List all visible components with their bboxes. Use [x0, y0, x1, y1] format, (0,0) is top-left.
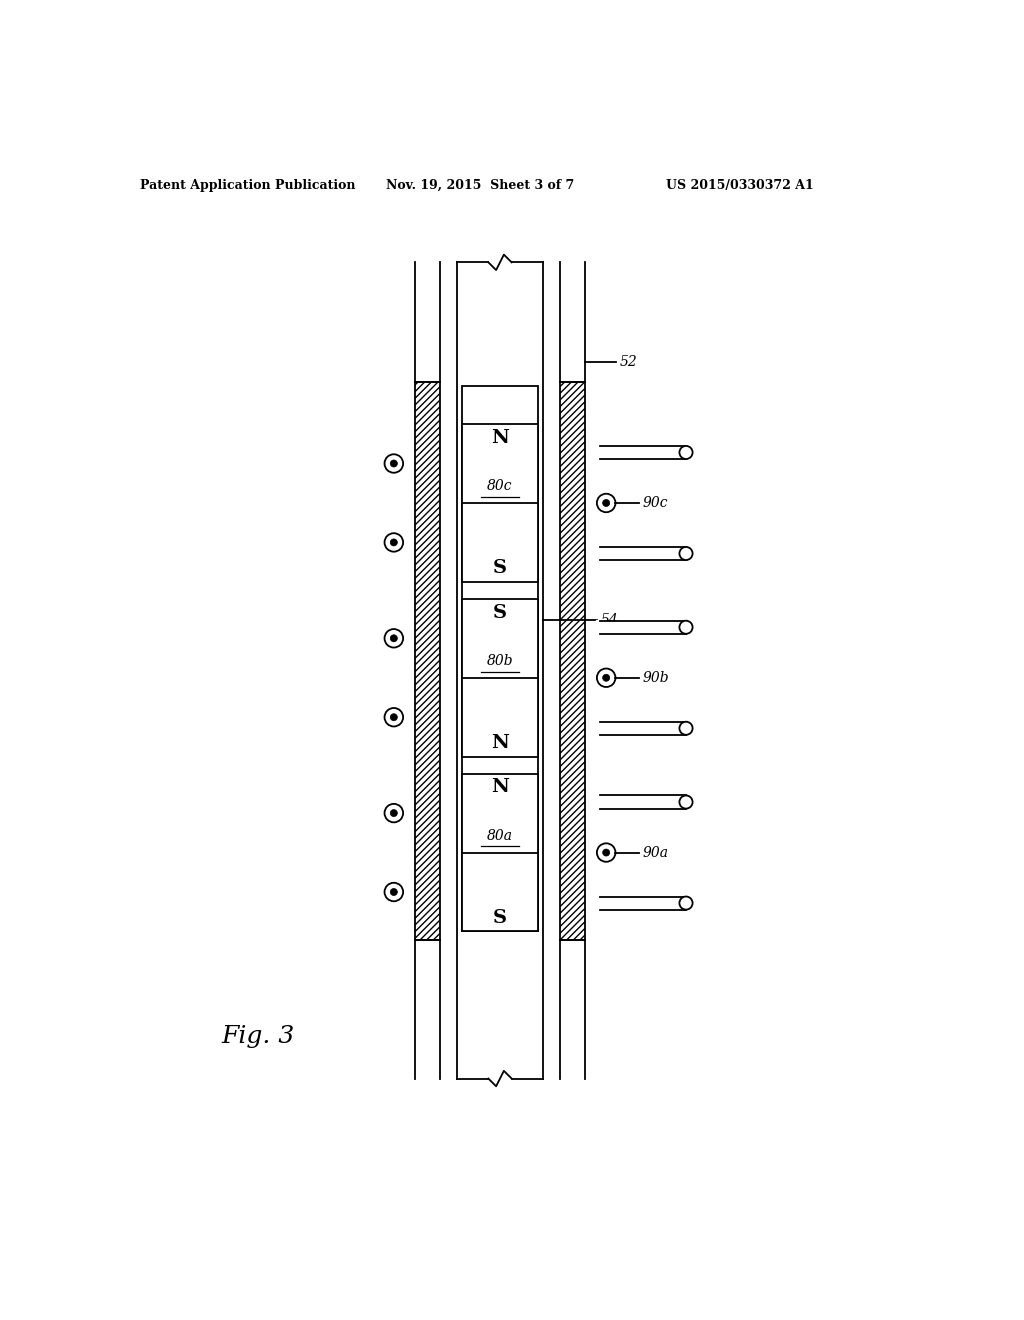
Text: 90b: 90b [643, 671, 670, 685]
Text: Nov. 19, 2015  Sheet 3 of 7: Nov. 19, 2015 Sheet 3 of 7 [386, 178, 574, 191]
Circle shape [597, 494, 615, 512]
Bar [462, 599, 538, 756]
Circle shape [390, 635, 397, 642]
Circle shape [679, 546, 692, 560]
Circle shape [597, 843, 615, 862]
Circle shape [679, 796, 692, 809]
Text: S: S [493, 908, 507, 927]
Text: 52: 52 [621, 355, 638, 370]
Text: Fig. 3: Fig. 3 [221, 1024, 294, 1048]
Circle shape [679, 620, 692, 634]
Text: 80a: 80a [487, 829, 513, 842]
Circle shape [385, 533, 403, 552]
Bar [560, 381, 586, 940]
Bar [560, 381, 586, 940]
Bar [462, 385, 538, 932]
Text: Patent Application Publication: Patent Application Publication [140, 178, 356, 191]
Text: S: S [493, 603, 507, 622]
Bar [597, 446, 686, 459]
Text: 80c: 80c [487, 479, 513, 494]
Circle shape [603, 675, 609, 681]
Text: 54: 54 [601, 614, 618, 627]
Circle shape [385, 804, 403, 822]
Text: N: N [492, 429, 509, 447]
Bar [597, 796, 686, 809]
Circle shape [390, 459, 397, 467]
Circle shape [390, 714, 397, 721]
Circle shape [390, 809, 397, 817]
Bar [415, 381, 439, 940]
Circle shape [385, 883, 403, 902]
Circle shape [679, 722, 692, 735]
Text: N: N [492, 734, 509, 752]
Bar [415, 381, 439, 940]
Circle shape [385, 630, 403, 648]
Bar [597, 722, 686, 735]
Text: S: S [493, 560, 507, 577]
Circle shape [385, 454, 403, 473]
Circle shape [390, 888, 397, 895]
Text: US 2015/0330372 A1: US 2015/0330372 A1 [667, 178, 814, 191]
Circle shape [679, 896, 692, 909]
Circle shape [597, 668, 615, 686]
Text: N: N [492, 779, 509, 796]
Text: 90a: 90a [643, 846, 669, 859]
Text: 80b: 80b [486, 653, 513, 668]
Circle shape [385, 708, 403, 726]
Bar [597, 546, 686, 560]
Bar [462, 774, 538, 932]
Circle shape [390, 539, 397, 546]
Circle shape [603, 849, 609, 857]
Bar [597, 620, 686, 634]
Circle shape [603, 499, 609, 507]
Text: 90c: 90c [643, 496, 668, 510]
Bar [597, 896, 686, 909]
Bar [462, 424, 538, 582]
Circle shape [679, 446, 692, 459]
